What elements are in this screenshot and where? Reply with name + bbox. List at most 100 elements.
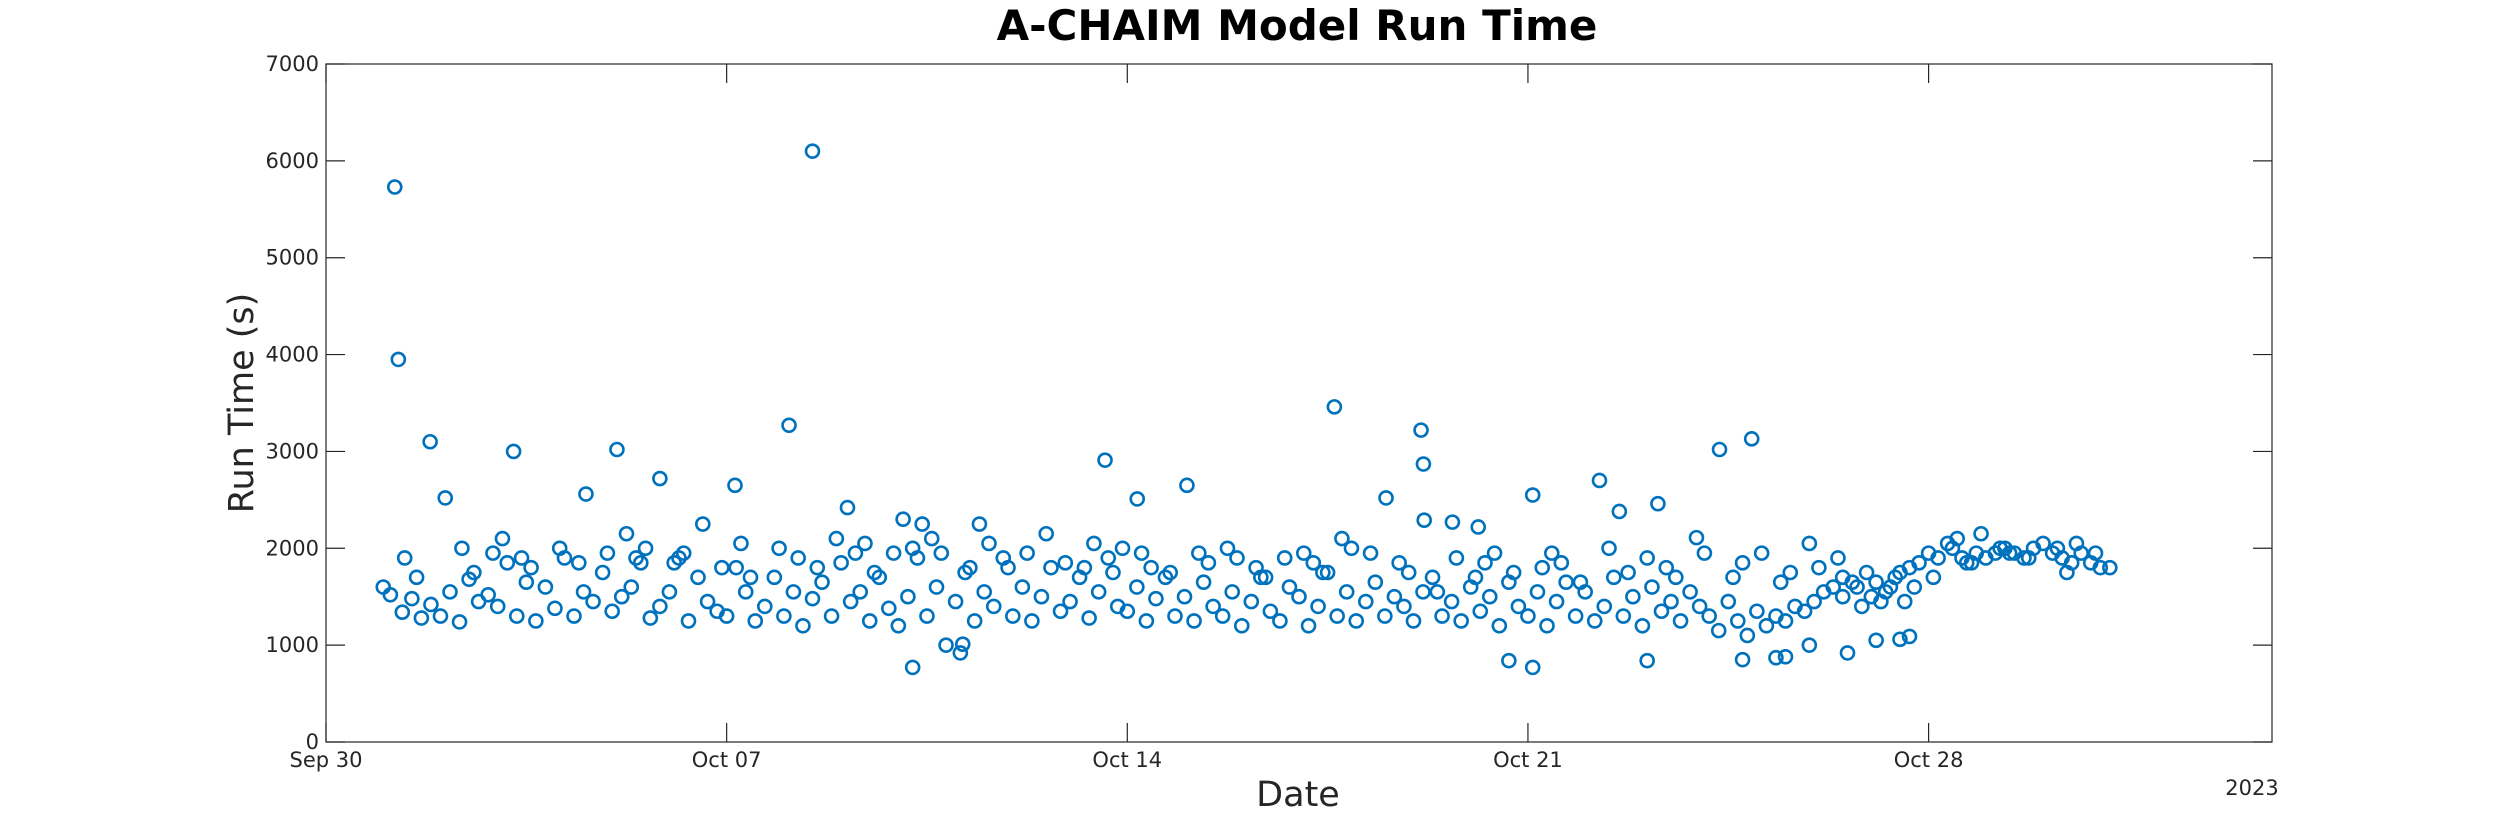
data-point — [382, 586, 399, 603]
data-point — [885, 545, 902, 561]
data-point — [1024, 613, 1040, 629]
data-point — [1672, 613, 1689, 629]
data-point — [1543, 545, 1560, 561]
data-point — [1378, 490, 1394, 506]
data-point — [914, 516, 931, 532]
data-point — [675, 545, 692, 561]
data-point — [375, 579, 392, 595]
data-point — [1319, 564, 1336, 581]
data-point — [966, 613, 983, 629]
data-point — [594, 564, 611, 581]
data-point — [1520, 608, 1536, 624]
data-point — [1470, 519, 1487, 535]
data-point — [1796, 603, 1813, 620]
data-point — [390, 351, 407, 368]
data-point — [1444, 514, 1461, 530]
data-point — [1801, 535, 1818, 552]
data-point — [833, 555, 849, 571]
data-point — [1753, 545, 1770, 561]
data-point — [1777, 648, 1794, 665]
data-point — [985, 598, 1002, 615]
data-point — [957, 564, 973, 581]
data-point — [1591, 472, 1608, 489]
data-point — [1615, 608, 1632, 624]
data-point — [1758, 617, 1775, 634]
data-point — [1548, 593, 1565, 610]
data-point — [1195, 574, 1212, 590]
data-point — [2092, 559, 2109, 576]
data-point — [1191, 545, 1207, 561]
data-point — [1529, 584, 1546, 600]
data-point — [2068, 535, 2085, 552]
data-point — [1586, 613, 1603, 629]
data-point — [1396, 598, 1412, 615]
data-point — [1097, 452, 1113, 468]
data-point — [422, 433, 438, 450]
data-point — [1300, 617, 1317, 634]
data-point — [604, 603, 620, 620]
data-point — [1076, 559, 1093, 576]
data-point — [1772, 574, 1789, 590]
data-point — [1806, 593, 1822, 610]
data-point — [652, 598, 668, 615]
data-point — [1868, 632, 1884, 649]
data-point — [1844, 574, 1861, 590]
data-point — [2102, 559, 2118, 576]
data-point — [1338, 584, 1355, 600]
data-point — [1229, 550, 1245, 566]
data-point — [1262, 603, 1279, 620]
data-point — [661, 584, 678, 600]
data-points — [375, 143, 2118, 676]
data-point — [1205, 598, 1221, 615]
data-point — [578, 486, 594, 502]
data-point — [1963, 555, 1980, 571]
x-tick-label: Oct 07 — [692, 748, 762, 772]
data-point — [1310, 598, 1326, 615]
data-point — [1291, 588, 1307, 605]
data-point — [1667, 569, 1684, 586]
data-point — [1413, 422, 1429, 438]
data-point — [1901, 628, 1918, 645]
data-point — [1214, 608, 1231, 624]
data-point — [1663, 593, 1679, 610]
chart-title: A-CHAIM Model Run Time — [997, 1, 1598, 50]
data-point — [828, 530, 845, 547]
data-point — [1400, 564, 1417, 581]
data-point — [1501, 652, 1517, 669]
data-point — [1734, 555, 1751, 571]
data-point — [757, 598, 773, 615]
data-point — [1315, 564, 1331, 581]
data-point — [1143, 559, 1159, 576]
data-point — [795, 617, 811, 634]
y-tick-label: 0 — [306, 730, 319, 754]
data-point — [1100, 550, 1117, 566]
data-point — [1086, 535, 1102, 552]
data-point — [1200, 555, 1217, 571]
y-tick-label: 1000 — [266, 633, 319, 657]
data-point — [1295, 545, 1312, 561]
data-point — [1734, 651, 1751, 668]
data-point — [1730, 613, 1746, 629]
data-point — [809, 559, 826, 576]
data-point — [1276, 550, 1293, 566]
data-point — [637, 540, 654, 557]
data-point — [513, 550, 530, 566]
data-point — [1534, 559, 1551, 576]
data-point — [1834, 588, 1851, 605]
data-point — [938, 637, 954, 653]
data-point — [1906, 579, 1923, 595]
data-point — [1691, 598, 1708, 615]
data-point — [1634, 617, 1651, 634]
data-point — [1558, 574, 1574, 590]
data-point — [1811, 559, 1827, 576]
data-point — [904, 540, 921, 557]
data-point — [694, 516, 711, 532]
x-axis: Sep 30 Oct 07 Oct 14 Oct 21 Oct 28 — [290, 64, 1964, 772]
y-tick-label: 2000 — [266, 536, 319, 560]
data-point — [1596, 598, 1613, 615]
data-point — [857, 535, 873, 552]
data-point — [437, 490, 454, 506]
data-point — [1133, 545, 1150, 561]
x-tick-label: Oct 28 — [1894, 748, 1964, 772]
data-point — [618, 525, 635, 542]
